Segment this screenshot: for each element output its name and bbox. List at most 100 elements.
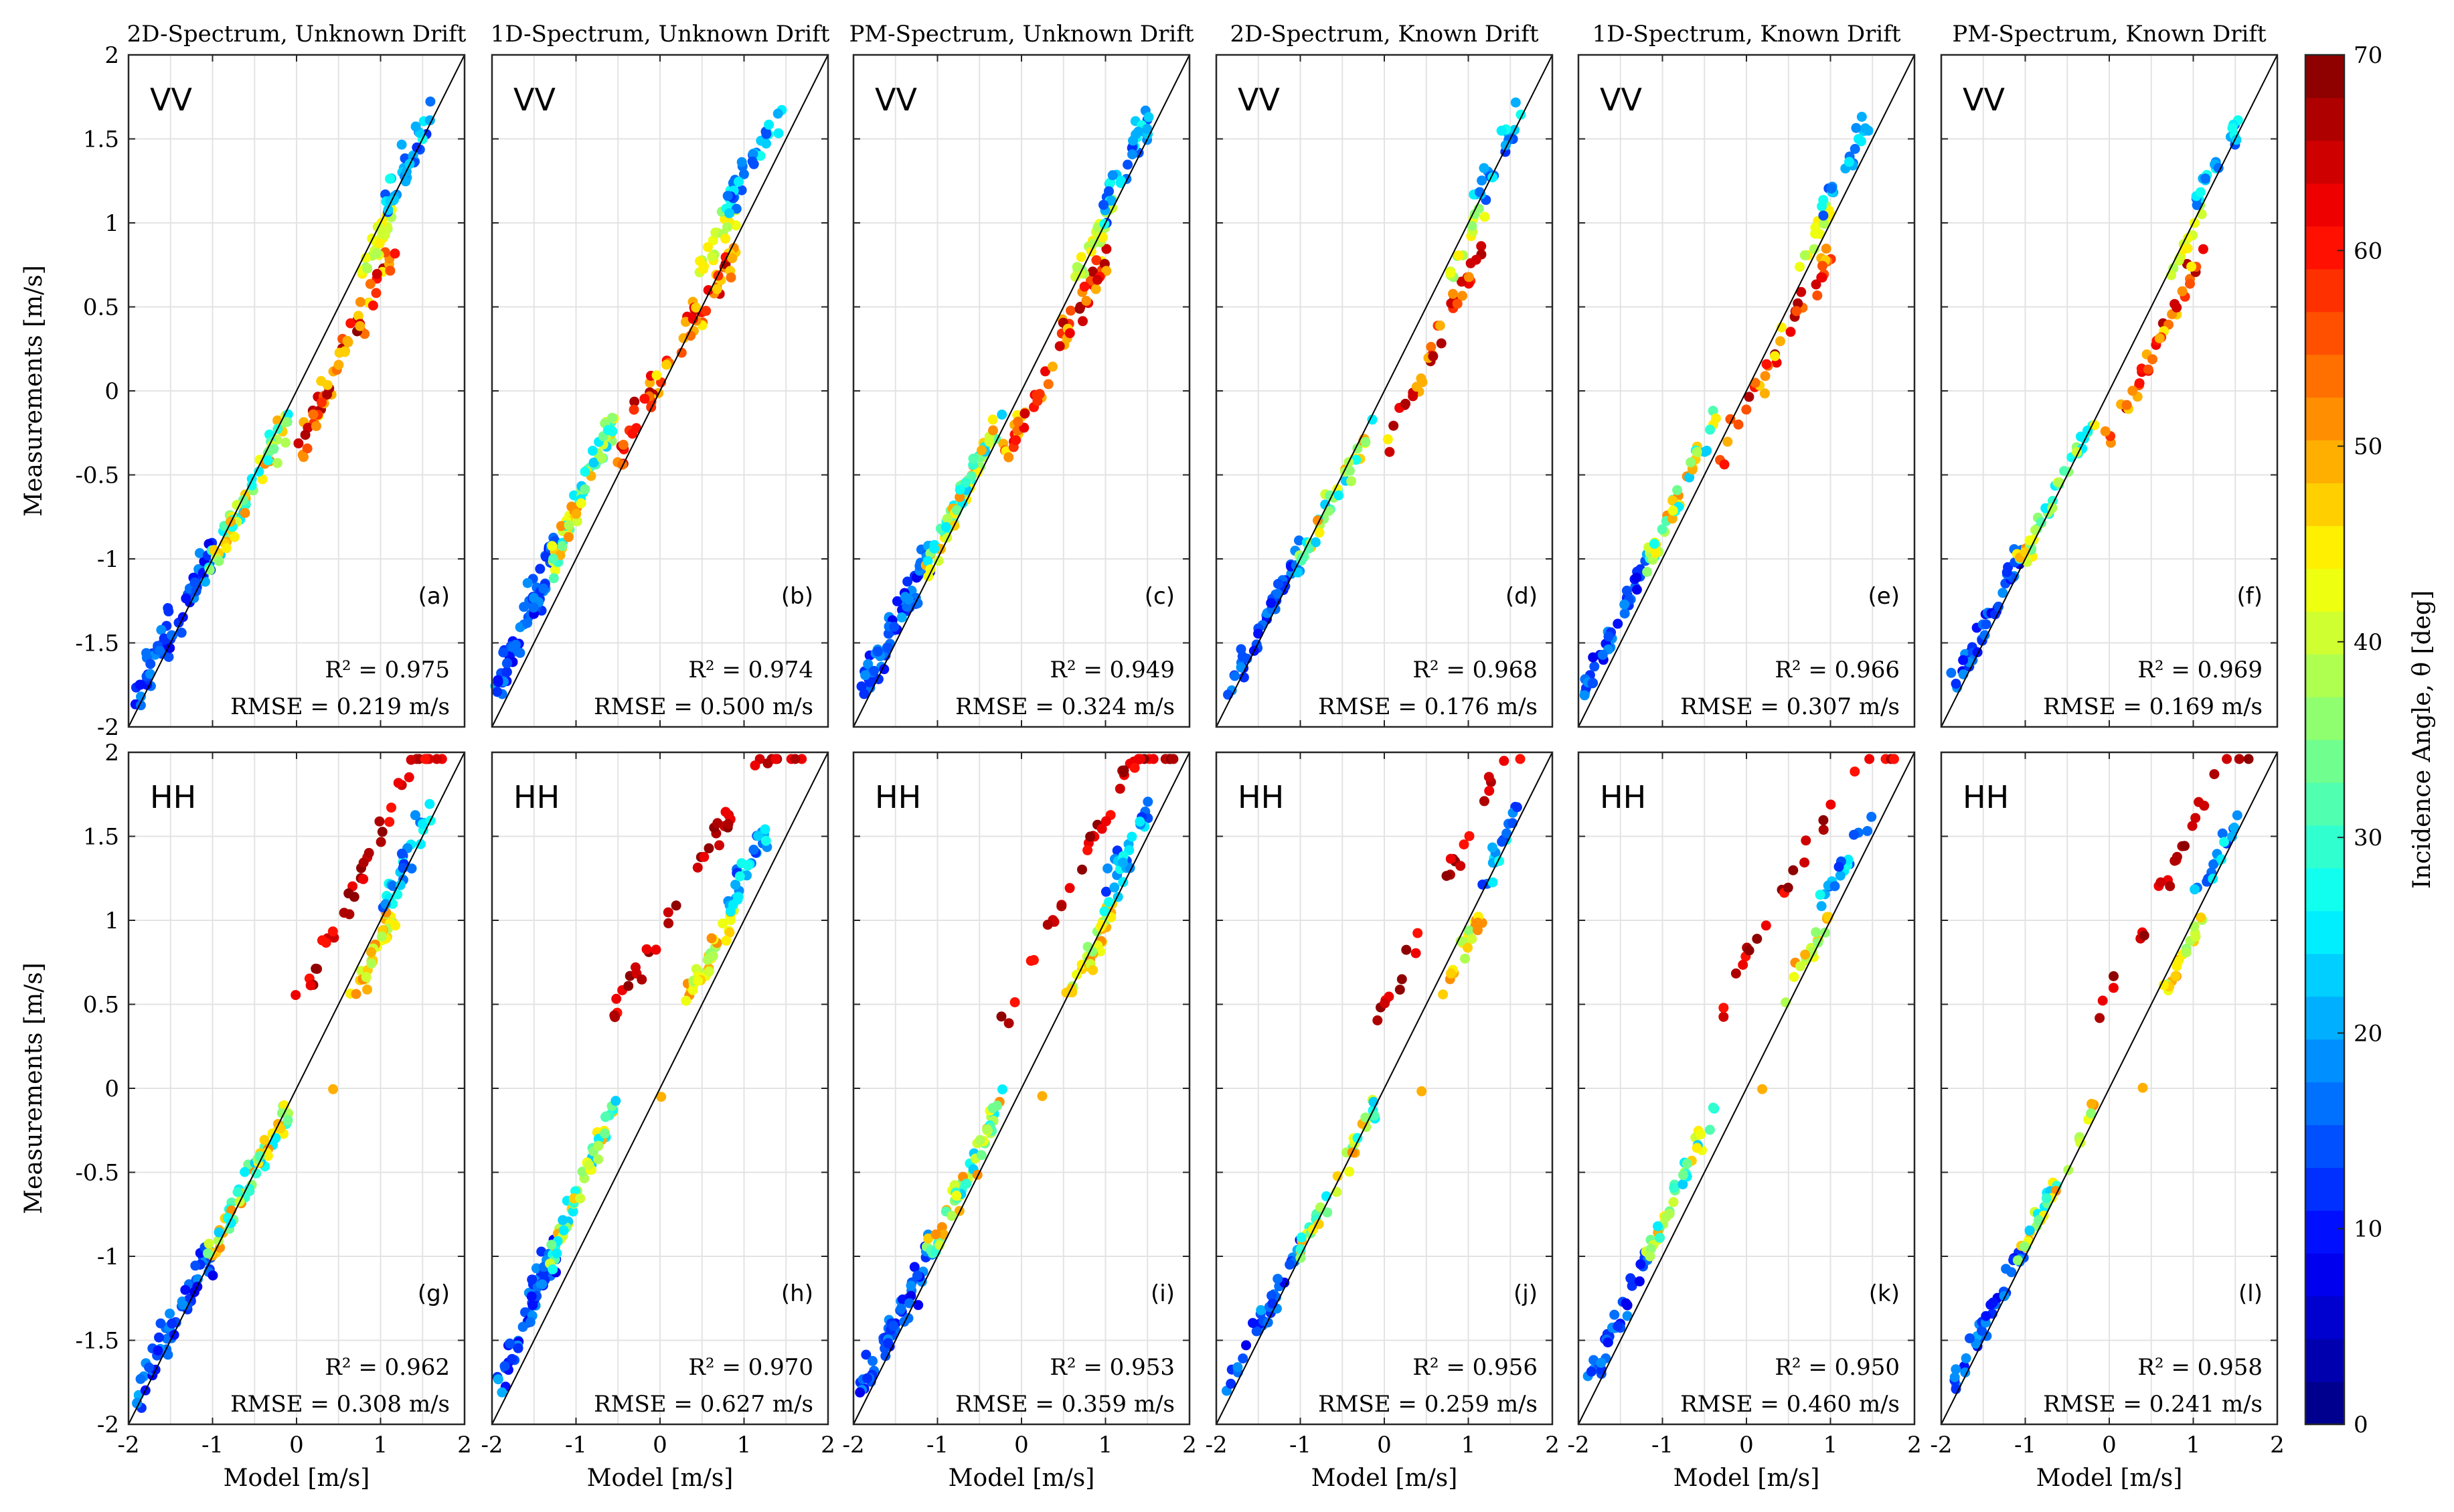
scatter-point [1496, 125, 1507, 136]
scatter-point [987, 1102, 998, 1113]
polarization-label: VV [513, 82, 556, 118]
scatter-point [651, 944, 661, 955]
scatter-point [676, 347, 687, 358]
scatter-point [203, 1238, 214, 1249]
scatter-point [1634, 1276, 1645, 1286]
scatter-point [1741, 404, 1752, 415]
scatter-point [1367, 414, 1378, 425]
scatter-point [159, 635, 169, 645]
scatter-point [2172, 851, 2182, 862]
colorbar-tick-label: 40 [2354, 629, 2382, 656]
scatter-point [988, 425, 998, 436]
scatter-point [1054, 341, 1065, 351]
scatter-point [1752, 934, 1763, 944]
scatter-point [770, 754, 781, 764]
scatter-point [1076, 252, 1086, 262]
y-tick-label: 1 [104, 210, 119, 237]
scatter-point [538, 583, 549, 594]
scatter-point [1096, 823, 1107, 834]
scatter-point [424, 799, 435, 809]
scatter-point [1696, 1129, 1706, 1140]
scatter-point [938, 1230, 949, 1240]
scatter-point [1744, 392, 1754, 402]
scatter-point [2100, 426, 2111, 436]
scatter-point [1426, 341, 1437, 352]
scatter-point [2229, 823, 2240, 833]
scatter-point [525, 1317, 536, 1327]
scatter-point [163, 1349, 173, 1360]
scatter-point [1862, 826, 1873, 837]
scatter-point [1850, 766, 1860, 777]
scatter-point [1098, 232, 1109, 242]
scatter-point [365, 278, 376, 289]
scatter-point [558, 1225, 569, 1236]
scatter-point [1738, 960, 1748, 970]
scatter-points [1946, 115, 2243, 693]
scatter-point [367, 301, 378, 311]
scatter-point [904, 594, 914, 605]
scatter-point [1818, 210, 1829, 221]
scatter-point [718, 918, 728, 929]
scatter-point [322, 380, 333, 390]
scatter-point [706, 933, 717, 944]
scatter-point [497, 1387, 507, 1398]
scatter-point [1761, 920, 1771, 931]
scatter-point [1700, 446, 1710, 457]
scatter-point [385, 173, 395, 184]
scatter-point [1821, 244, 1831, 254]
scatter-point [611, 993, 622, 1004]
scatter-point [2154, 333, 2165, 343]
scatter-point [984, 436, 995, 447]
y-tick-label: 0.5 [83, 992, 119, 1019]
scatter-point [1467, 221, 1477, 232]
rmse-stat: RMSE = 0.176 m/s [1318, 693, 1538, 720]
colorbar-label: Incidence Angle, θ [deg] [2408, 590, 2436, 889]
colorbar-swatch [2305, 268, 2344, 313]
scatter-point [1744, 945, 1754, 956]
scatter-point [681, 995, 691, 1006]
x-tick-label: -2 [117, 1432, 139, 1458]
x-tick-label: -1 [565, 1432, 587, 1458]
colorbar-swatch [2305, 55, 2344, 98]
scatter-point [425, 96, 436, 107]
colorbar-swatch [2305, 1339, 2344, 1382]
scatter-point [1951, 1383, 1961, 1394]
polarization-label: HH [150, 779, 196, 815]
scatter-point [1463, 942, 1473, 953]
scatter-point [1812, 290, 1823, 301]
scatter-point [372, 268, 382, 279]
scatter-point [588, 457, 599, 468]
x-tick-label: 1 [2186, 1432, 2201, 1458]
panel-title: 1D-Spectrum, Unknown Drift [491, 21, 830, 48]
x-tick-label: 0 [2102, 1432, 2117, 1458]
scatter-point [153, 1345, 163, 1356]
scatter-point [1101, 266, 1112, 276]
x-axis-label: Model [m/s] [1673, 1464, 1820, 1492]
scatter-point [507, 642, 518, 653]
scatter-point [1835, 870, 1846, 881]
scatter-point [1791, 306, 1802, 317]
scatter-point [1436, 338, 1447, 349]
scatter-point [987, 414, 998, 425]
r-squared-stat: R² = 0.949 [1050, 657, 1175, 683]
scatter-point [1718, 1011, 1729, 1022]
panel-label: (i) [1151, 1280, 1175, 1307]
scatter-point [2200, 173, 2211, 184]
r-squared-stat: R² = 0.950 [1775, 1354, 1900, 1381]
scatter-point [363, 847, 374, 858]
x-tick-label: 0 [1739, 1432, 1754, 1458]
scatter-point [1759, 388, 1770, 399]
scatter-point [1091, 255, 1102, 266]
scatter-point [251, 1168, 262, 1179]
scatter-point [1325, 490, 1335, 501]
r-squared-stat: R² = 0.956 [1412, 1354, 1538, 1381]
scatter-point [393, 778, 404, 788]
scatter-point [1400, 398, 1411, 409]
scatter-point [1360, 1112, 1371, 1123]
scatter-point [955, 492, 965, 503]
scatter-point [2177, 286, 2188, 297]
scatter-point [1800, 949, 1811, 960]
rmse-stat: RMSE = 0.307 m/s [1680, 693, 1900, 720]
scatter-point [1730, 968, 1741, 979]
polarization-label: VV [1600, 82, 1642, 118]
